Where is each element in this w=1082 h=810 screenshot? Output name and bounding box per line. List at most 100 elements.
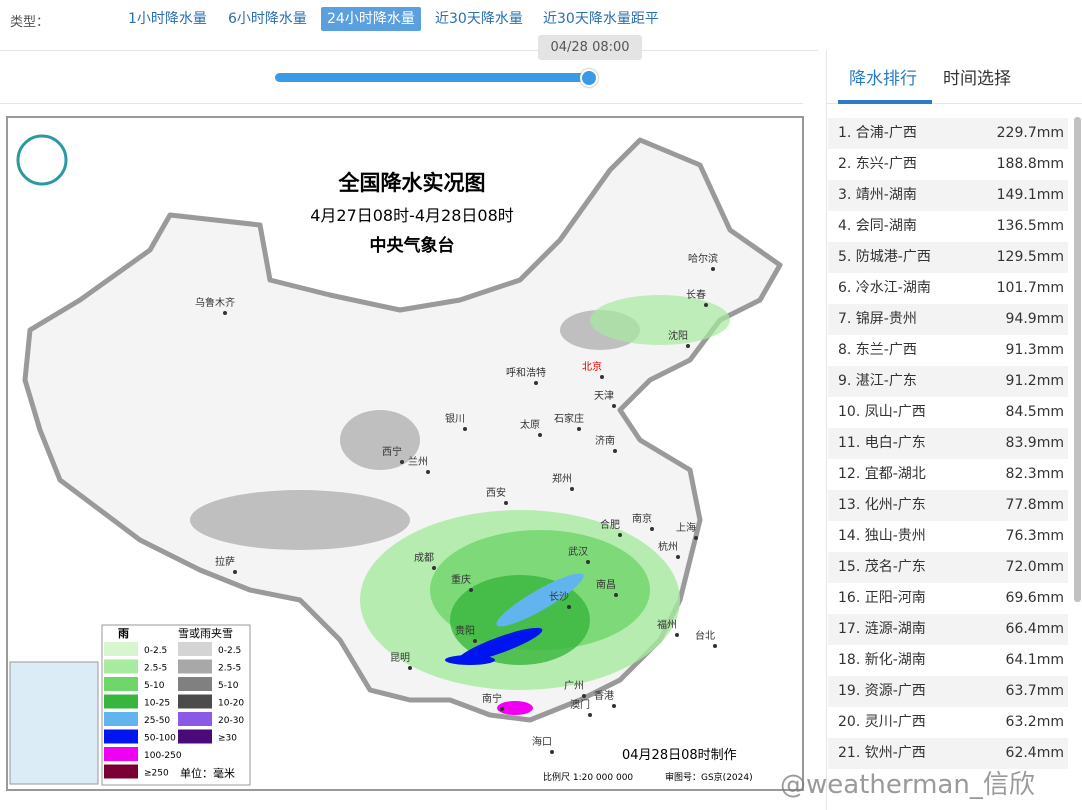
- ranking-row[interactable]: 2. 东兴-广西 188.8mm: [828, 149, 1068, 180]
- legend-swatch: [178, 677, 212, 691]
- precip-amount: 66.4mm: [1005, 621, 1064, 637]
- ranking-row[interactable]: 15. 茂名-广东 72.0mm: [828, 552, 1068, 583]
- legend-title: 雨: [118, 627, 129, 640]
- city-dot: [538, 433, 542, 437]
- station-name: 9. 湛江-广东: [838, 373, 917, 389]
- ranking-row[interactable]: 17. 涟源-湖南 66.4mm: [828, 614, 1068, 645]
- legend-label: 10-25: [144, 699, 170, 709]
- ranking-row[interactable]: 1. 合浦-广西 229.7mm: [828, 118, 1068, 149]
- ranking-row[interactable]: 21. 钦州-广西 62.4mm: [828, 738, 1068, 769]
- ranking-row[interactable]: 14. 独山-贵州 76.3mm: [828, 521, 1068, 552]
- precip-amount: 149.1mm: [996, 187, 1064, 203]
- city-label: 哈尔滨: [688, 252, 718, 265]
- ranking-row[interactable]: 10. 凤山-广西 84.5mm: [828, 397, 1068, 428]
- city-dot: [463, 427, 467, 431]
- city-dot: [567, 605, 571, 609]
- station-name: 17. 涟源-湖南: [838, 621, 926, 637]
- city-label: 郑州: [552, 472, 572, 485]
- legend-swatch: [104, 659, 138, 674]
- precip-amount: 82.3mm: [1005, 466, 1064, 482]
- city-label: 海口: [532, 735, 552, 748]
- city-label: 南宁: [482, 692, 502, 705]
- inset-map: [9, 661, 99, 785]
- station-name: 1. 合浦-广西: [838, 125, 917, 141]
- type-tab[interactable]: 近30天降水量距平: [543, 11, 659, 27]
- city-dot: [713, 644, 717, 648]
- legend-swatch: [178, 694, 212, 709]
- ranking-row[interactable]: 7. 锦屏-贵州 94.9mm: [828, 304, 1068, 335]
- city-dot: [711, 267, 715, 271]
- ranking-row[interactable]: 18. 新化-湖南 64.1mm: [828, 645, 1068, 676]
- type-tab[interactable]: 24小时降水量: [321, 7, 421, 31]
- watermark: @weatherman_信欣: [780, 770, 1035, 800]
- type-tab[interactable]: 6小时降水量: [228, 11, 307, 27]
- station-name: 6. 冷水江-湖南: [838, 280, 931, 296]
- precip-amount: 91.3mm: [1005, 342, 1064, 358]
- city-label: 香港: [594, 690, 614, 702]
- precip-map: 全国降水实况图 4月27日08时-4月28日08时 中央气象台 雨 雪或雨夹雪 …: [6, 116, 804, 791]
- legend-label: 50-100: [144, 734, 176, 744]
- legend-unit: 单位：毫米: [180, 766, 235, 780]
- precip-amount: 64.1mm: [1005, 652, 1064, 668]
- city-dot: [676, 555, 680, 559]
- city-dot: [686, 344, 690, 348]
- ranking-row[interactable]: 11. 电白-广东 83.9mm: [828, 428, 1068, 459]
- precip-amount: 76.3mm: [1005, 528, 1064, 544]
- precip-amount: 84.5mm: [1005, 404, 1064, 420]
- city-dot: [588, 713, 592, 717]
- scrollbar[interactable]: [1074, 117, 1081, 602]
- precip-amount: 63.2mm: [1005, 714, 1064, 730]
- legend-swatch: [178, 729, 212, 744]
- precip-amount: 91.2mm: [1005, 373, 1064, 389]
- city-dot: [600, 375, 604, 379]
- ranking-row[interactable]: 20. 灵川-广西 63.2mm: [828, 707, 1068, 738]
- city-label: 南京: [632, 512, 652, 525]
- legend-title: 雪或雨夹雪: [178, 627, 233, 640]
- type-tab[interactable]: 1小时降水量: [128, 11, 207, 27]
- legend-label: 10-20: [218, 699, 244, 709]
- city-dot: [613, 449, 617, 453]
- legend-swatch: [178, 659, 212, 674]
- city-label: 上海: [676, 521, 696, 534]
- city-label: 合肥: [600, 518, 620, 531]
- legend-swatch: [178, 712, 212, 726]
- city-dot: [694, 536, 698, 540]
- station-name: 11. 电白-广东: [838, 435, 926, 451]
- ranking-row[interactable]: 13. 化州-广东 77.8mm: [828, 490, 1068, 521]
- ranking-row[interactable]: 12. 宜都-湖北 82.3mm: [828, 459, 1068, 490]
- ranking-row[interactable]: 6. 冷水江-湖南 101.7mm: [828, 273, 1068, 304]
- legend-swatch: [104, 677, 138, 691]
- ranking-row[interactable]: 4. 会同-湖南 136.5mm: [828, 211, 1068, 242]
- legend-label: ≥250: [144, 769, 169, 779]
- station-name: 13. 化州-广东: [838, 497, 926, 513]
- city-label: 呼和浩特: [506, 367, 546, 379]
- station-name: 4. 会同-湖南: [838, 218, 917, 234]
- city-dot: [614, 593, 618, 597]
- slider-track[interactable]: [275, 73, 589, 82]
- city-dot: [675, 633, 679, 637]
- ranking-row[interactable]: 8. 东兰-广西 91.3mm: [828, 335, 1068, 366]
- station-name: 14. 独山-贵州: [838, 528, 926, 544]
- legend-label: 0-2.5: [144, 646, 167, 656]
- type-tab[interactable]: 近30天降水量: [435, 11, 523, 27]
- divider: [0, 103, 803, 104]
- city-dot: [504, 501, 508, 505]
- ranking-row[interactable]: 16. 正阳-河南 69.6mm: [828, 583, 1068, 614]
- legend-label: 25-50: [144, 716, 170, 726]
- ranking-row[interactable]: 9. 湛江-广东 91.2mm: [828, 366, 1068, 397]
- legend-label: 100-250: [144, 751, 182, 761]
- city-label: 兰州: [408, 455, 428, 468]
- side-tab[interactable]: 降水排行: [849, 69, 917, 89]
- city-dot: [582, 694, 586, 698]
- legend-label: 2.5-5: [218, 664, 241, 674]
- ranking-row[interactable]: 3. 靖州-湖南 149.1mm: [828, 180, 1068, 211]
- side-tab[interactable]: 时间选择: [943, 69, 1011, 89]
- station-name: 18. 新化-湖南: [838, 652, 926, 668]
- ranking-row[interactable]: 5. 防城港-广西 129.5mm: [828, 242, 1068, 273]
- legend-swatch: [104, 729, 138, 744]
- slider-handle[interactable]: [580, 69, 598, 87]
- city-dot: [612, 704, 616, 708]
- divider: [0, 50, 818, 51]
- ranking-row[interactable]: 19. 资源-广西 63.7mm: [828, 676, 1068, 707]
- city-label: 杭州: [658, 540, 678, 553]
